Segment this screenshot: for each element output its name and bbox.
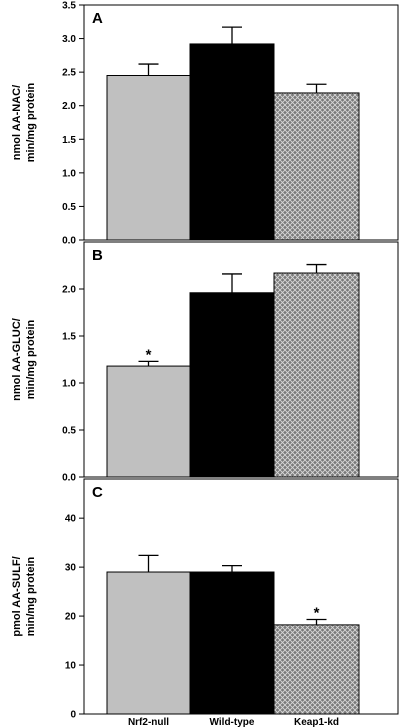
category-label: Keap1-kd xyxy=(294,717,339,728)
panel-a: A 0.0 0.5 1.0 1.5 2.0 2.5 3.0 3.5 nmol AA-NAC/min… xyxy=(11,1,399,247)
y-axis-label: min/mg protein xyxy=(25,557,37,637)
panel-c: C 0 10 20 30 40 pmol AA-SULF/min/mg protein * xyxy=(11,478,399,721)
y-tick-label: 3.5 xyxy=(62,1,76,12)
y-tick-label: 0.0 xyxy=(62,236,76,247)
bar-nrf2-null xyxy=(106,571,191,715)
bar-keap1-kd xyxy=(273,624,360,715)
bar-wild-type xyxy=(189,571,275,715)
category-label: Wild-type xyxy=(210,717,255,728)
bar-keap1-kd xyxy=(273,92,360,241)
bar-keap1-kd xyxy=(273,272,360,478)
y-tick-label: 0.5 xyxy=(62,426,76,437)
y-axis-label: pmol AA-SULF/ xyxy=(11,556,23,636)
panel-letter: C xyxy=(92,484,103,501)
y-tick-label: 1.0 xyxy=(62,168,76,179)
y-tick-label: 40 xyxy=(65,514,77,525)
significance-marker: * xyxy=(146,346,152,363)
panel-letter: B xyxy=(92,247,103,264)
y-tick-label: 2.5 xyxy=(62,68,76,79)
y-tick-label: 20 xyxy=(65,612,77,623)
y-tick-label: 0.5 xyxy=(62,202,76,213)
y-tick-label: 10 xyxy=(65,661,77,672)
y-tick-label: 3.0 xyxy=(62,34,76,45)
significance-marker: * xyxy=(314,605,320,622)
y-axis-label: nmol AA-GLUC/ xyxy=(11,318,23,401)
panel-letter: A xyxy=(92,10,103,27)
panel-b: B 0.0 0.5 1.0 1.5 2.0 nmol AA-GLUC/min/mg prot… xyxy=(11,241,399,484)
bar-nrf2-null xyxy=(106,75,191,241)
y-axis-label: min/mg protein xyxy=(25,320,37,400)
y-tick-label: 30 xyxy=(65,563,77,574)
y-tick-label: 0 xyxy=(70,710,76,721)
y-tick-label: 0.0 xyxy=(62,473,76,484)
y-axis-label: nmol AA-NAC/ xyxy=(11,85,23,160)
y-tick-label: 2.0 xyxy=(62,101,76,112)
y-axis-label: min/mg protein xyxy=(25,83,37,163)
bar-nrf2-null xyxy=(106,365,191,478)
y-tick-label: 1.5 xyxy=(62,135,76,146)
y-tick-label: 2.0 xyxy=(62,285,76,296)
y-tick-label: 1.5 xyxy=(62,332,76,343)
bar-wild-type xyxy=(189,292,275,478)
category-label: Nrf2-null xyxy=(128,717,169,728)
bar-wild-type xyxy=(189,43,275,241)
y-tick-label: 1.0 xyxy=(62,379,76,390)
